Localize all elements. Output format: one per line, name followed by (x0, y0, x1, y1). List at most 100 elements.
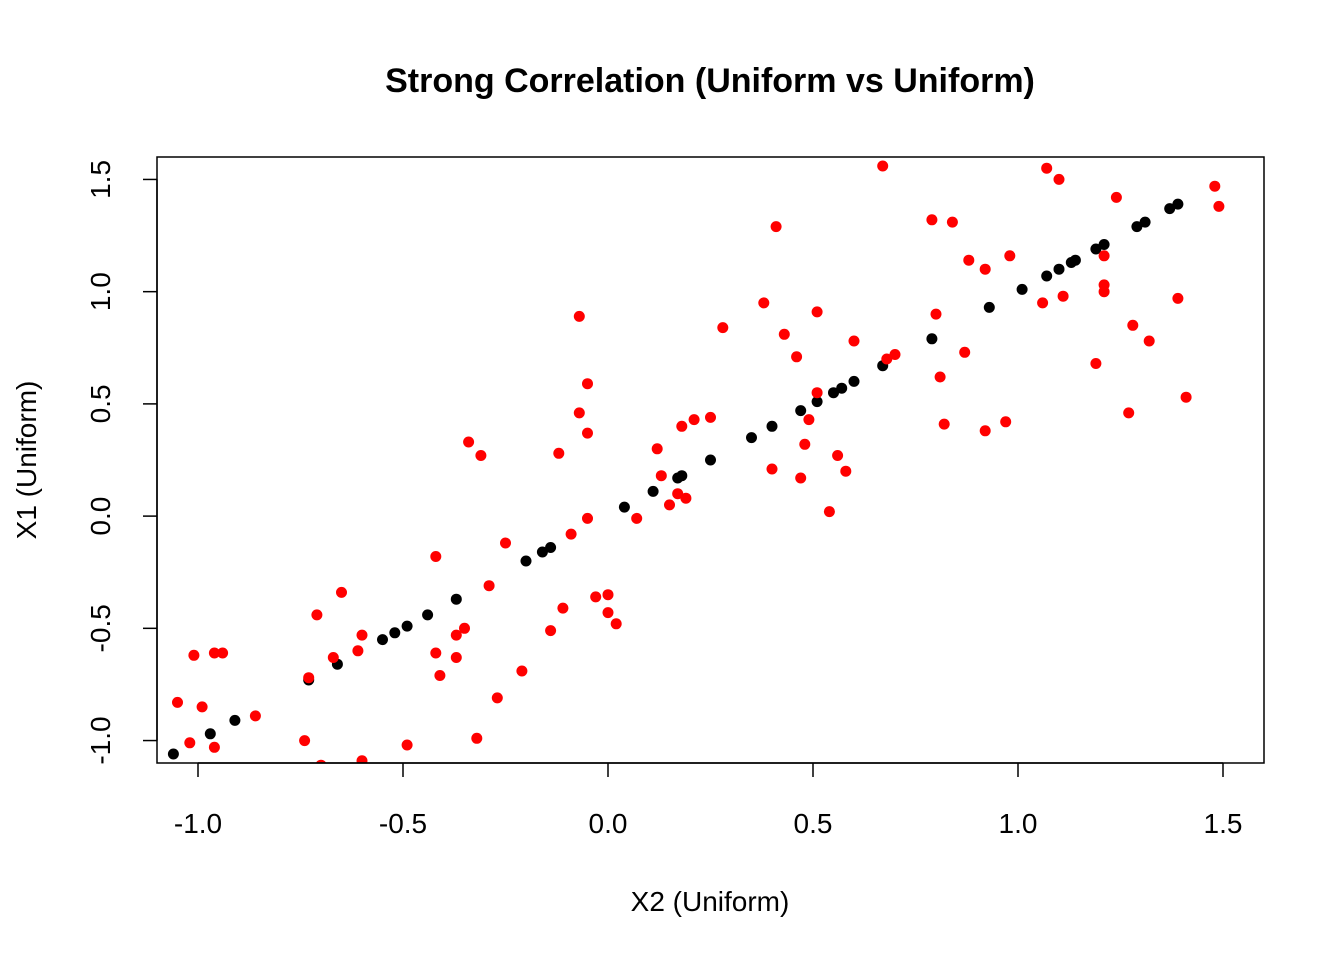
data-point-s1-49 (676, 420, 688, 432)
y-tick-label: 0.0 (85, 497, 116, 536)
data-point-s1-5 (208, 741, 220, 753)
data-point-s1-2 (188, 649, 200, 661)
data-point-s1-45 (651, 443, 663, 455)
data-point-s1-6 (217, 647, 229, 659)
data-point-s1-9 (303, 672, 315, 684)
data-point-s1-21 (450, 652, 462, 663)
data-point-s1-29 (500, 537, 511, 549)
data-point-s1-14 (352, 645, 364, 657)
data-point-s0-18 (746, 432, 757, 444)
data-point-s0-32 (1069, 254, 1081, 266)
data-point-s1-85 (1057, 290, 1069, 302)
data-point-s1-74 (938, 418, 950, 430)
data-point-s1-26 (475, 450, 487, 461)
data-point-s1-82 (1037, 297, 1049, 309)
data-point-s1-32 (553, 447, 565, 459)
data-point-s1-1 (184, 737, 196, 749)
x-axis: -1.0 -0.5 0.0 0.5 1.0 1.5 (174, 762, 1243, 839)
data-point-s0-6 (389, 627, 401, 639)
data-point-s1-94 (1172, 292, 1184, 304)
data-point-s0-10 (520, 555, 532, 567)
data-point-s1-7 (249, 710, 261, 722)
data-point-s1-43 (610, 618, 622, 630)
data-point-s0-5 (377, 634, 388, 646)
data-point-s1-34 (565, 528, 577, 540)
data-point-s0-0 (167, 748, 179, 760)
data-point-s0-29 (1041, 270, 1053, 282)
data-point-s1-28 (491, 692, 503, 704)
data-point-s0-28 (1016, 283, 1028, 295)
y-tick-label: 0.5 (85, 384, 116, 423)
data-point-s1-44 (631, 512, 643, 524)
data-point-s1-36 (573, 407, 585, 419)
data-point-s1-60 (799, 438, 811, 450)
data-point-s1-52 (705, 411, 716, 423)
data-point-s1-80 (1000, 416, 1012, 428)
x-tick-label: 1.5 (1204, 808, 1243, 839)
data-point-s1-48 (672, 488, 684, 500)
data-point-s1-56 (770, 221, 782, 233)
data-point-s1-97 (1213, 200, 1225, 212)
data-point-s1-77 (963, 254, 975, 266)
data-point-s1-42 (602, 589, 614, 601)
data-point-s1-68 (877, 160, 889, 172)
y-tick-label: 1.5 (85, 160, 116, 199)
data-point-s1-27 (483, 580, 495, 592)
data-point-s0-7 (401, 620, 413, 632)
data-point-s1-16 (356, 755, 368, 763)
data-point-s1-13 (336, 586, 347, 598)
data-point-s0-1 (204, 728, 216, 740)
x-tick-label: -1.0 (174, 808, 222, 839)
data-point-s0-23 (836, 382, 848, 394)
data-point-s1-50 (680, 492, 692, 504)
y-tick-label: -0.5 (85, 604, 116, 652)
data-point-s1-53 (717, 322, 729, 334)
data-point-s1-75 (946, 216, 958, 228)
data-point-s1-31 (545, 625, 557, 637)
data-point-s0-37 (1164, 203, 1176, 215)
x-tick-label: 0.5 (794, 808, 833, 839)
x-tick-label: 1.0 (999, 808, 1038, 839)
data-point-s1-22 (450, 629, 462, 641)
data-point-s0-27 (983, 301, 995, 313)
data-point-s0-30 (1053, 263, 1065, 275)
data-point-s1-67 (848, 335, 860, 347)
data-point-s0-19 (766, 420, 778, 432)
data-point-s0-11 (536, 546, 548, 558)
data-point-s0-36 (1139, 216, 1151, 228)
data-point-s1-95 (1180, 391, 1192, 403)
data-point-s0-35 (1131, 221, 1143, 233)
data-points (167, 160, 1225, 763)
data-point-s0-34 (1098, 239, 1110, 250)
data-point-s0-9 (450, 593, 462, 605)
data-point-s1-91 (1123, 407, 1135, 419)
data-point-s1-63 (811, 387, 823, 399)
data-point-s1-3 (196, 701, 208, 713)
y-tick-label: 1.0 (85, 272, 116, 311)
data-point-s1-17 (401, 739, 413, 751)
data-point-s1-19 (430, 647, 442, 659)
data-point-s1-15 (356, 629, 368, 641)
data-point-s1-33 (557, 602, 569, 614)
data-point-s1-78 (979, 263, 991, 275)
x-axis-label: X2 (Uniform) (631, 886, 790, 917)
data-point-s1-54 (758, 297, 770, 309)
data-point-s1-51 (688, 414, 700, 426)
data-point-s1-40 (590, 591, 602, 603)
data-point-s1-58 (791, 351, 803, 363)
x-tick-label: 0.0 (589, 808, 628, 839)
data-point-s1-65 (832, 450, 844, 461)
data-point-s0-13 (618, 501, 630, 513)
data-point-s1-71 (926, 214, 938, 226)
data-point-s1-35 (573, 310, 585, 322)
data-point-s0-8 (422, 609, 434, 621)
data-point-s1-59 (795, 472, 807, 484)
data-point-s0-26 (926, 333, 938, 345)
data-point-s1-86 (1090, 358, 1102, 369)
data-point-s1-92 (1127, 319, 1139, 331)
data-point-s0-33 (1090, 243, 1102, 255)
data-point-s1-62 (811, 306, 823, 318)
data-point-s1-90 (1110, 191, 1122, 203)
data-point-s1-76 (959, 346, 971, 358)
data-point-s1-24 (463, 436, 475, 448)
